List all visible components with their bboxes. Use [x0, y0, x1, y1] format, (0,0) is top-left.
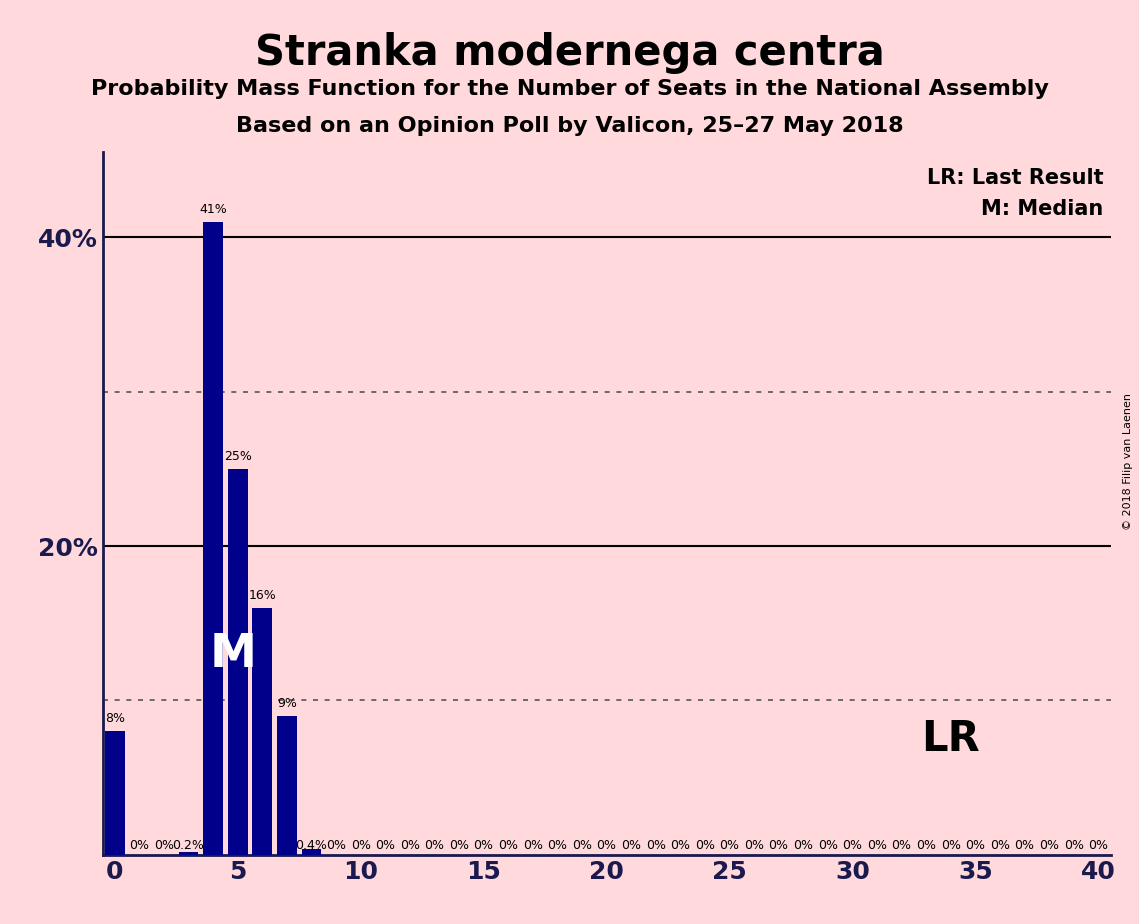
Text: 16%: 16% — [248, 589, 276, 602]
Text: 0%: 0% — [646, 839, 665, 852]
Text: 0%: 0% — [425, 839, 444, 852]
Text: 0%: 0% — [1039, 839, 1059, 852]
Text: 0.2%: 0.2% — [173, 839, 205, 852]
Text: M: M — [210, 632, 256, 676]
Bar — [277, 716, 297, 855]
Text: 0%: 0% — [1015, 839, 1034, 852]
Text: 0%: 0% — [1088, 839, 1108, 852]
Text: 0%: 0% — [572, 839, 592, 852]
Text: 0.4%: 0.4% — [295, 839, 327, 852]
Bar — [228, 468, 247, 855]
Text: 0%: 0% — [597, 839, 616, 852]
Text: 0%: 0% — [941, 839, 960, 852]
Bar — [253, 608, 272, 855]
Text: 0%: 0% — [326, 839, 346, 852]
Text: 0%: 0% — [720, 839, 739, 852]
Text: 0%: 0% — [695, 839, 715, 852]
Text: 0%: 0% — [769, 839, 788, 852]
Text: 25%: 25% — [223, 450, 252, 463]
Text: 0%: 0% — [966, 839, 985, 852]
Text: Stranka modernega centra: Stranka modernega centra — [255, 32, 884, 74]
Text: 0%: 0% — [892, 839, 911, 852]
Text: 0%: 0% — [449, 839, 469, 852]
Text: LR: Last Result: LR: Last Result — [926, 168, 1104, 188]
Text: M: Median: M: Median — [981, 199, 1104, 219]
Text: 0%: 0% — [867, 839, 887, 852]
Text: 0%: 0% — [351, 839, 370, 852]
Text: 0%: 0% — [400, 839, 420, 852]
Text: 0%: 0% — [498, 839, 518, 852]
Text: 0%: 0% — [375, 839, 395, 852]
Text: 0%: 0% — [621, 839, 641, 852]
Text: LR: LR — [921, 718, 980, 760]
Text: 0%: 0% — [154, 839, 174, 852]
Text: 0%: 0% — [523, 839, 543, 852]
Text: 0%: 0% — [744, 839, 764, 852]
Text: 9%: 9% — [277, 697, 297, 710]
Bar — [203, 222, 223, 855]
Text: 0%: 0% — [793, 839, 813, 852]
Text: Based on an Opinion Poll by Valicon, 25–27 May 2018: Based on an Opinion Poll by Valicon, 25–… — [236, 116, 903, 136]
Text: © 2018 Filip van Laenen: © 2018 Filip van Laenen — [1123, 394, 1133, 530]
Text: 0%: 0% — [843, 839, 862, 852]
Text: 0%: 0% — [130, 839, 149, 852]
Bar — [302, 848, 321, 855]
Text: 41%: 41% — [199, 202, 227, 215]
Text: 0%: 0% — [818, 839, 838, 852]
Text: 0%: 0% — [670, 839, 690, 852]
Text: 0%: 0% — [474, 839, 493, 852]
Text: 8%: 8% — [105, 712, 125, 725]
Text: Probability Mass Function for the Number of Seats in the National Assembly: Probability Mass Function for the Number… — [91, 79, 1048, 99]
Bar — [105, 731, 124, 855]
Text: 0%: 0% — [548, 839, 567, 852]
Text: 0%: 0% — [990, 839, 1010, 852]
Text: 0%: 0% — [916, 839, 936, 852]
Bar — [179, 852, 198, 855]
Text: 0%: 0% — [1064, 839, 1083, 852]
